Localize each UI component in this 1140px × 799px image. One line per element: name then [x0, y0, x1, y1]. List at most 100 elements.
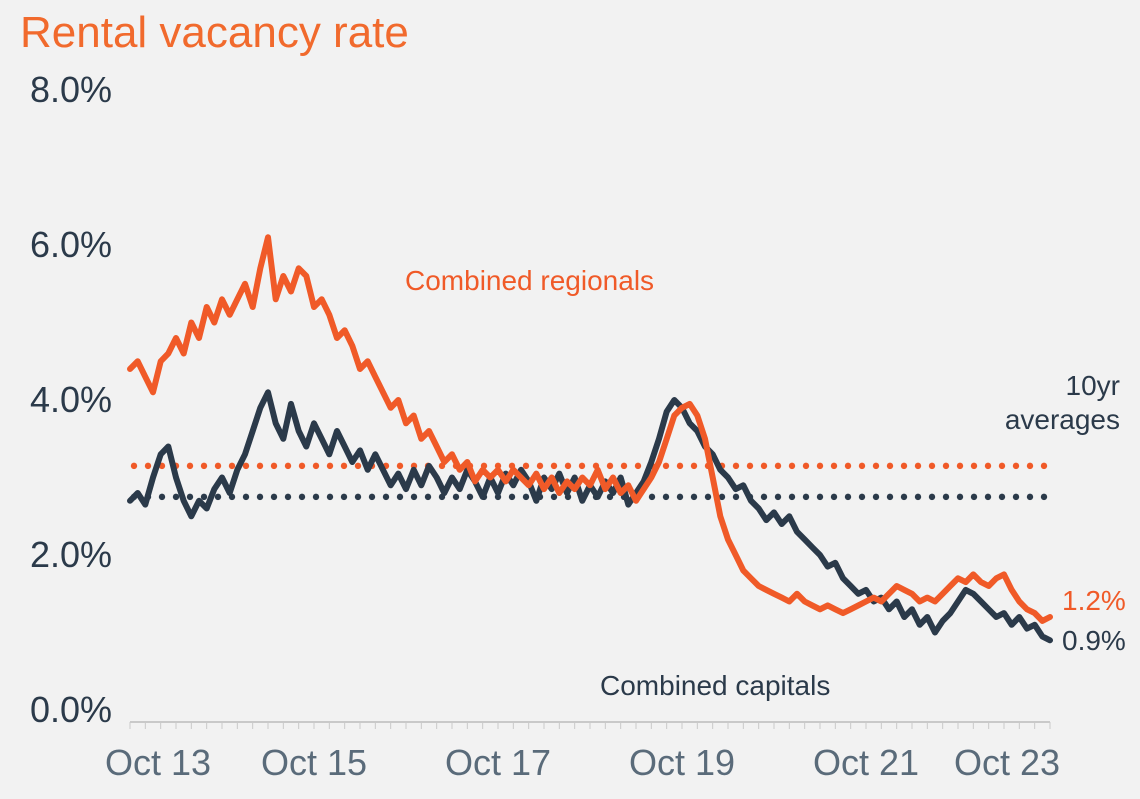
avg-line-dot — [355, 494, 361, 500]
y-tick-label: 4.0% — [30, 379, 112, 420]
x-tick-label: Oct 17 — [445, 742, 551, 783]
series-capitals-line — [130, 392, 1050, 640]
avg-line-dot — [299, 494, 305, 500]
avg-line-dot — [761, 463, 767, 469]
avg-line-dot — [327, 463, 333, 469]
avg-line-dot — [579, 463, 585, 469]
avg-label-line2: averages — [1005, 404, 1120, 435]
avg-line-dot — [677, 463, 683, 469]
y-tick-label: 6.0% — [30, 224, 112, 265]
avg-line-dot — [663, 463, 669, 469]
avg-line-dot — [621, 463, 627, 469]
avg-line-dot — [453, 494, 459, 500]
avg-line-dot — [971, 494, 977, 500]
avg-line-dot — [159, 494, 165, 500]
y-tick-label: 0.0% — [30, 689, 112, 730]
line-chart: 0.0%2.0%4.0%6.0%8.0%Oct 13Oct 15Oct 17Oc… — [0, 0, 1140, 799]
avg-line-dot — [831, 463, 837, 469]
avg-line-dot — [971, 463, 977, 469]
y-tick-label: 2.0% — [30, 534, 112, 575]
avg-line-dot — [299, 463, 305, 469]
avg-line-dot — [691, 463, 697, 469]
avg-line-dot — [887, 494, 893, 500]
y-tick-label: 8.0% — [30, 69, 112, 110]
chart-container: Rental vacancy rate 0.0%2.0%4.0%6.0%8.0%… — [0, 0, 1140, 799]
avg-line-dot — [929, 463, 935, 469]
avg-line-dot — [1027, 494, 1033, 500]
series-regionals-end-label: 1.2% — [1062, 585, 1126, 616]
avg-line-dot — [873, 463, 879, 469]
avg-line-dot — [873, 494, 879, 500]
avg-line-dot — [887, 463, 893, 469]
avg-line-dot — [1041, 494, 1047, 500]
avg-label-line1: 10yr — [1066, 370, 1120, 401]
series-regionals-label: Combined regionals — [405, 265, 654, 296]
series-capitals-end-label: 0.9% — [1062, 625, 1126, 656]
avg-line-dot — [411, 494, 417, 500]
avg-line-dot — [257, 494, 263, 500]
avg-line-dot — [243, 494, 249, 500]
avg-line-dot — [831, 494, 837, 500]
avg-line-dot — [523, 463, 529, 469]
avg-line-dot — [145, 463, 151, 469]
avg-line-dot — [285, 494, 291, 500]
avg-line-dot — [313, 463, 319, 469]
avg-line-dot — [957, 494, 963, 500]
avg-line-dot — [803, 494, 809, 500]
avg-line-dot — [215, 463, 221, 469]
avg-line-dot — [733, 463, 739, 469]
avg-line-dot — [1013, 463, 1019, 469]
avg-line-dot — [817, 463, 823, 469]
avg-line-dot — [173, 494, 179, 500]
avg-line-dot — [397, 463, 403, 469]
avg-line-dot — [565, 463, 571, 469]
avg-line-dot — [369, 494, 375, 500]
x-tick-label: Oct 13 — [105, 742, 211, 783]
avg-line-dot — [747, 463, 753, 469]
avg-line-dot — [649, 494, 655, 500]
avg-line-dot — [761, 494, 767, 500]
avg-line-dot — [425, 494, 431, 500]
avg-line-dot — [985, 494, 991, 500]
avg-line-dot — [845, 494, 851, 500]
avg-line-dot — [985, 463, 991, 469]
avg-line-dot — [775, 463, 781, 469]
avg-line-dot — [859, 463, 865, 469]
avg-line-dot — [243, 463, 249, 469]
avg-line-dot — [817, 494, 823, 500]
avg-line-dot — [999, 494, 1005, 500]
avg-line-dot — [957, 463, 963, 469]
avg-line-dot — [509, 494, 515, 500]
avg-line-dot — [187, 494, 193, 500]
series-capitals-label: Combined capitals — [600, 670, 830, 701]
avg-line-dot — [789, 463, 795, 469]
avg-line-dot — [313, 494, 319, 500]
avg-line-dot — [943, 494, 949, 500]
avg-line-dot — [733, 494, 739, 500]
avg-line-dot — [901, 463, 907, 469]
avg-line-dot — [327, 494, 333, 500]
avg-line-dot — [901, 494, 907, 500]
avg-line-dot — [131, 463, 137, 469]
avg-line-dot — [271, 463, 277, 469]
x-tick-label: Oct 21 — [813, 742, 919, 783]
avg-line-dot — [607, 463, 613, 469]
avg-line-dot — [355, 463, 361, 469]
avg-line-dot — [859, 494, 865, 500]
x-tick-label: Oct 19 — [629, 742, 735, 783]
avg-line-dot — [201, 463, 207, 469]
avg-line-dot — [523, 494, 529, 500]
avg-line-dot — [915, 494, 921, 500]
avg-line-dot — [341, 463, 347, 469]
avg-line-dot — [803, 463, 809, 469]
avg-line-dot — [635, 463, 641, 469]
avg-line-dot — [467, 494, 473, 500]
avg-line-dot — [397, 494, 403, 500]
avg-line-dot — [1041, 463, 1047, 469]
avg-line-dot — [915, 463, 921, 469]
avg-line-dot — [999, 463, 1005, 469]
avg-line-dot — [943, 463, 949, 469]
avg-line-dot — [201, 494, 207, 500]
avg-line-dot — [677, 494, 683, 500]
avg-line-dot — [551, 463, 557, 469]
